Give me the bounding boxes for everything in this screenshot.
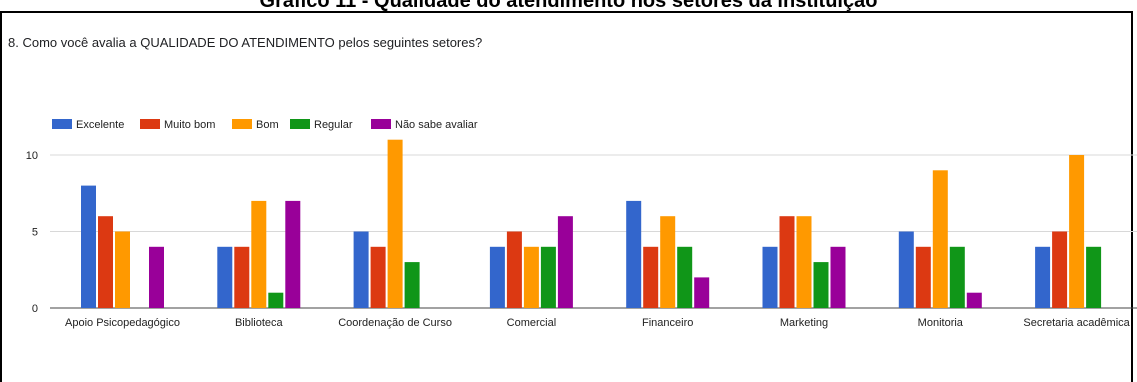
- bar: [932, 170, 948, 308]
- bar: [694, 277, 710, 308]
- bar: [115, 231, 130, 308]
- bar: [234, 246, 250, 308]
- bar: [830, 246, 846, 308]
- bar: [251, 200, 267, 308]
- bar: [506, 231, 522, 308]
- legend-label: Bom: [256, 119, 279, 131]
- y-tick-label: 5: [32, 227, 38, 239]
- bar: [540, 246, 556, 308]
- bar: [643, 246, 659, 308]
- x-category-label: Comercial: [507, 317, 557, 329]
- bar: [626, 200, 642, 308]
- bar: [149, 246, 164, 308]
- y-tick-label: 10: [26, 150, 38, 162]
- bar: [1052, 231, 1068, 308]
- x-category-label: Apoio Psicopedagógico: [65, 317, 180, 329]
- bar: [523, 246, 539, 308]
- bar: [285, 200, 301, 308]
- legend-swatch: [371, 119, 391, 129]
- bars: [81, 139, 1102, 308]
- legend-label: Não sabe avaliar: [395, 119, 478, 131]
- bar: [915, 246, 931, 308]
- bar: [966, 292, 982, 308]
- bar: [796, 216, 812, 308]
- bar: [762, 246, 778, 308]
- bar: [404, 262, 420, 308]
- bar: [1069, 155, 1085, 308]
- x-category-label: Financeiro: [642, 317, 693, 329]
- legend-label: Excelente: [76, 119, 124, 131]
- bar: [81, 185, 96, 308]
- bar: [98, 216, 113, 308]
- x-category-label: Monitoria: [918, 317, 964, 329]
- legend-swatch: [52, 119, 72, 129]
- bar: [660, 216, 676, 308]
- figure-caption: Gráfico 11 - Qualidade do atendimento no…: [259, 0, 878, 12]
- bar: [489, 246, 505, 308]
- grid-lines: [50, 154, 1137, 309]
- bar: [949, 246, 965, 308]
- legend-swatch: [232, 119, 252, 129]
- bar: [898, 231, 914, 308]
- legend-label: Muito bom: [164, 119, 215, 131]
- bar: [1035, 246, 1051, 308]
- legend-swatch: [140, 119, 160, 129]
- x-axis-labels: Apoio Psicopedagógico Biblioteca Coordenaç…: [65, 317, 1131, 329]
- y-tick-label: 0: [32, 303, 38, 315]
- bar: [557, 216, 573, 308]
- x-category-label: Biblioteca: [235, 317, 284, 329]
- bar: [268, 292, 284, 308]
- question-title: 8. Como você avalia a QUALIDADE DO ATEND…: [8, 35, 483, 50]
- x-category-label: Marketing: [780, 317, 828, 329]
- bar: [353, 231, 369, 308]
- bar: [677, 246, 693, 308]
- y-axis-ticks: 0 5 10: [26, 150, 38, 315]
- bar: [779, 216, 795, 308]
- legend-swatch: [290, 119, 310, 129]
- x-category-label: Secretaria acadêmica: [1023, 317, 1130, 329]
- bar: [217, 246, 233, 308]
- bar: [387, 139, 403, 308]
- legend: Excelente Muito bom Bom Regular Não sabe ava…: [52, 119, 478, 131]
- bar: [1086, 246, 1102, 308]
- legend-label: Regular: [314, 119, 353, 131]
- bar: [370, 246, 386, 308]
- x-category-label: Coordenação de Curso: [338, 317, 452, 329]
- bar: [813, 262, 829, 308]
